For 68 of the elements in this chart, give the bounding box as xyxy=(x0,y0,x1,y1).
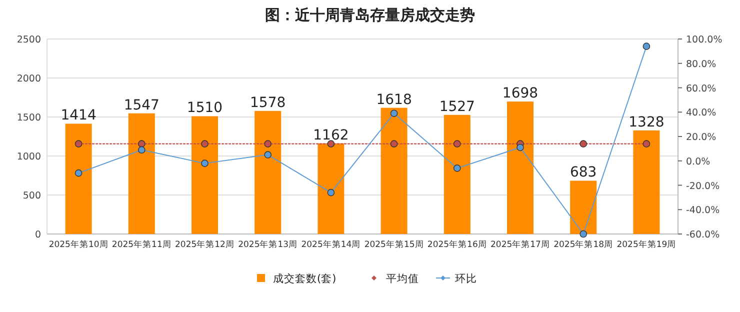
bar xyxy=(318,143,344,234)
point xyxy=(327,140,335,148)
point xyxy=(264,151,272,158)
data-label: 1618 xyxy=(376,92,412,108)
point xyxy=(642,42,650,50)
y2-tick-label: -40.0% xyxy=(686,205,720,216)
x-tick-label: 2025年第14周 xyxy=(301,239,361,250)
point xyxy=(390,140,398,148)
y-tick-label: 2500 xyxy=(16,34,41,46)
data-label: 1328 xyxy=(628,114,664,130)
y2-tick-label: -60.0% xyxy=(686,230,720,240)
data-label: 683 xyxy=(570,164,597,181)
point xyxy=(516,144,524,152)
x-tick-label: 2025年第11周 xyxy=(112,239,172,250)
point xyxy=(390,110,398,117)
y-tick-label: 0 xyxy=(34,230,41,240)
legend-label: 成交套数(套) xyxy=(273,272,336,285)
point xyxy=(327,188,335,196)
y-tick-label: 1000 xyxy=(16,152,41,162)
point xyxy=(642,140,650,148)
bar xyxy=(633,130,660,234)
x-tick-label: 2025年第16周 xyxy=(427,239,487,250)
y-tick-label: 500 xyxy=(22,190,41,202)
point xyxy=(454,164,461,172)
legend-label: 平均值 xyxy=(386,273,419,285)
y2-tick-label: 20.0% xyxy=(686,132,716,143)
point xyxy=(201,140,208,148)
y2-tick-label: 100.0% xyxy=(686,34,722,46)
x-tick-label: 2025年第19周 xyxy=(616,239,676,250)
bar xyxy=(254,110,282,234)
bar xyxy=(65,124,92,234)
legend-label: 环比 xyxy=(455,272,477,285)
point xyxy=(74,140,82,148)
data-label: 1414 xyxy=(60,108,96,124)
data-label: 1547 xyxy=(124,97,160,114)
x-tick-label: 2025年第15周 xyxy=(364,239,424,250)
x-tick-label: 2025年第13周 xyxy=(238,239,298,250)
bar xyxy=(128,113,155,234)
y2-tick-label: 80.0% xyxy=(686,58,716,70)
bar xyxy=(380,108,408,234)
y2-tick-label: 0.0% xyxy=(686,156,710,168)
x-tick-label: 2025年第10周 xyxy=(48,239,108,250)
y2-tick-label: -20.0% xyxy=(686,180,720,192)
point xyxy=(138,146,146,154)
point xyxy=(454,140,461,148)
data-label: 1578 xyxy=(250,94,286,111)
point xyxy=(264,140,272,148)
bar xyxy=(570,180,597,234)
y2-tick-label: 60.0% xyxy=(686,83,716,94)
y2-tick-label: 40.0% xyxy=(686,108,716,119)
chart-title: 图：近十周青岛存量房成交走势 xyxy=(265,6,475,24)
point xyxy=(580,230,587,238)
y-tick-label: 2000 xyxy=(16,74,41,84)
x-tick-label: 2025年第17周 xyxy=(490,239,550,250)
data-label: 1527 xyxy=(439,98,475,115)
bar xyxy=(507,102,534,234)
y-tick-label: 1500 xyxy=(16,112,41,124)
point xyxy=(580,140,587,148)
data-label: 1510 xyxy=(186,100,223,116)
x-tick-label: 2025年第12周 xyxy=(175,239,234,250)
data-label: 1162 xyxy=(313,127,349,144)
point xyxy=(138,140,146,148)
bar xyxy=(192,116,218,234)
x-tick-label: 2025年第18周 xyxy=(554,239,614,250)
bar xyxy=(444,114,470,234)
point xyxy=(201,160,208,167)
data-label: 1698 xyxy=(502,86,538,102)
point xyxy=(74,169,82,177)
